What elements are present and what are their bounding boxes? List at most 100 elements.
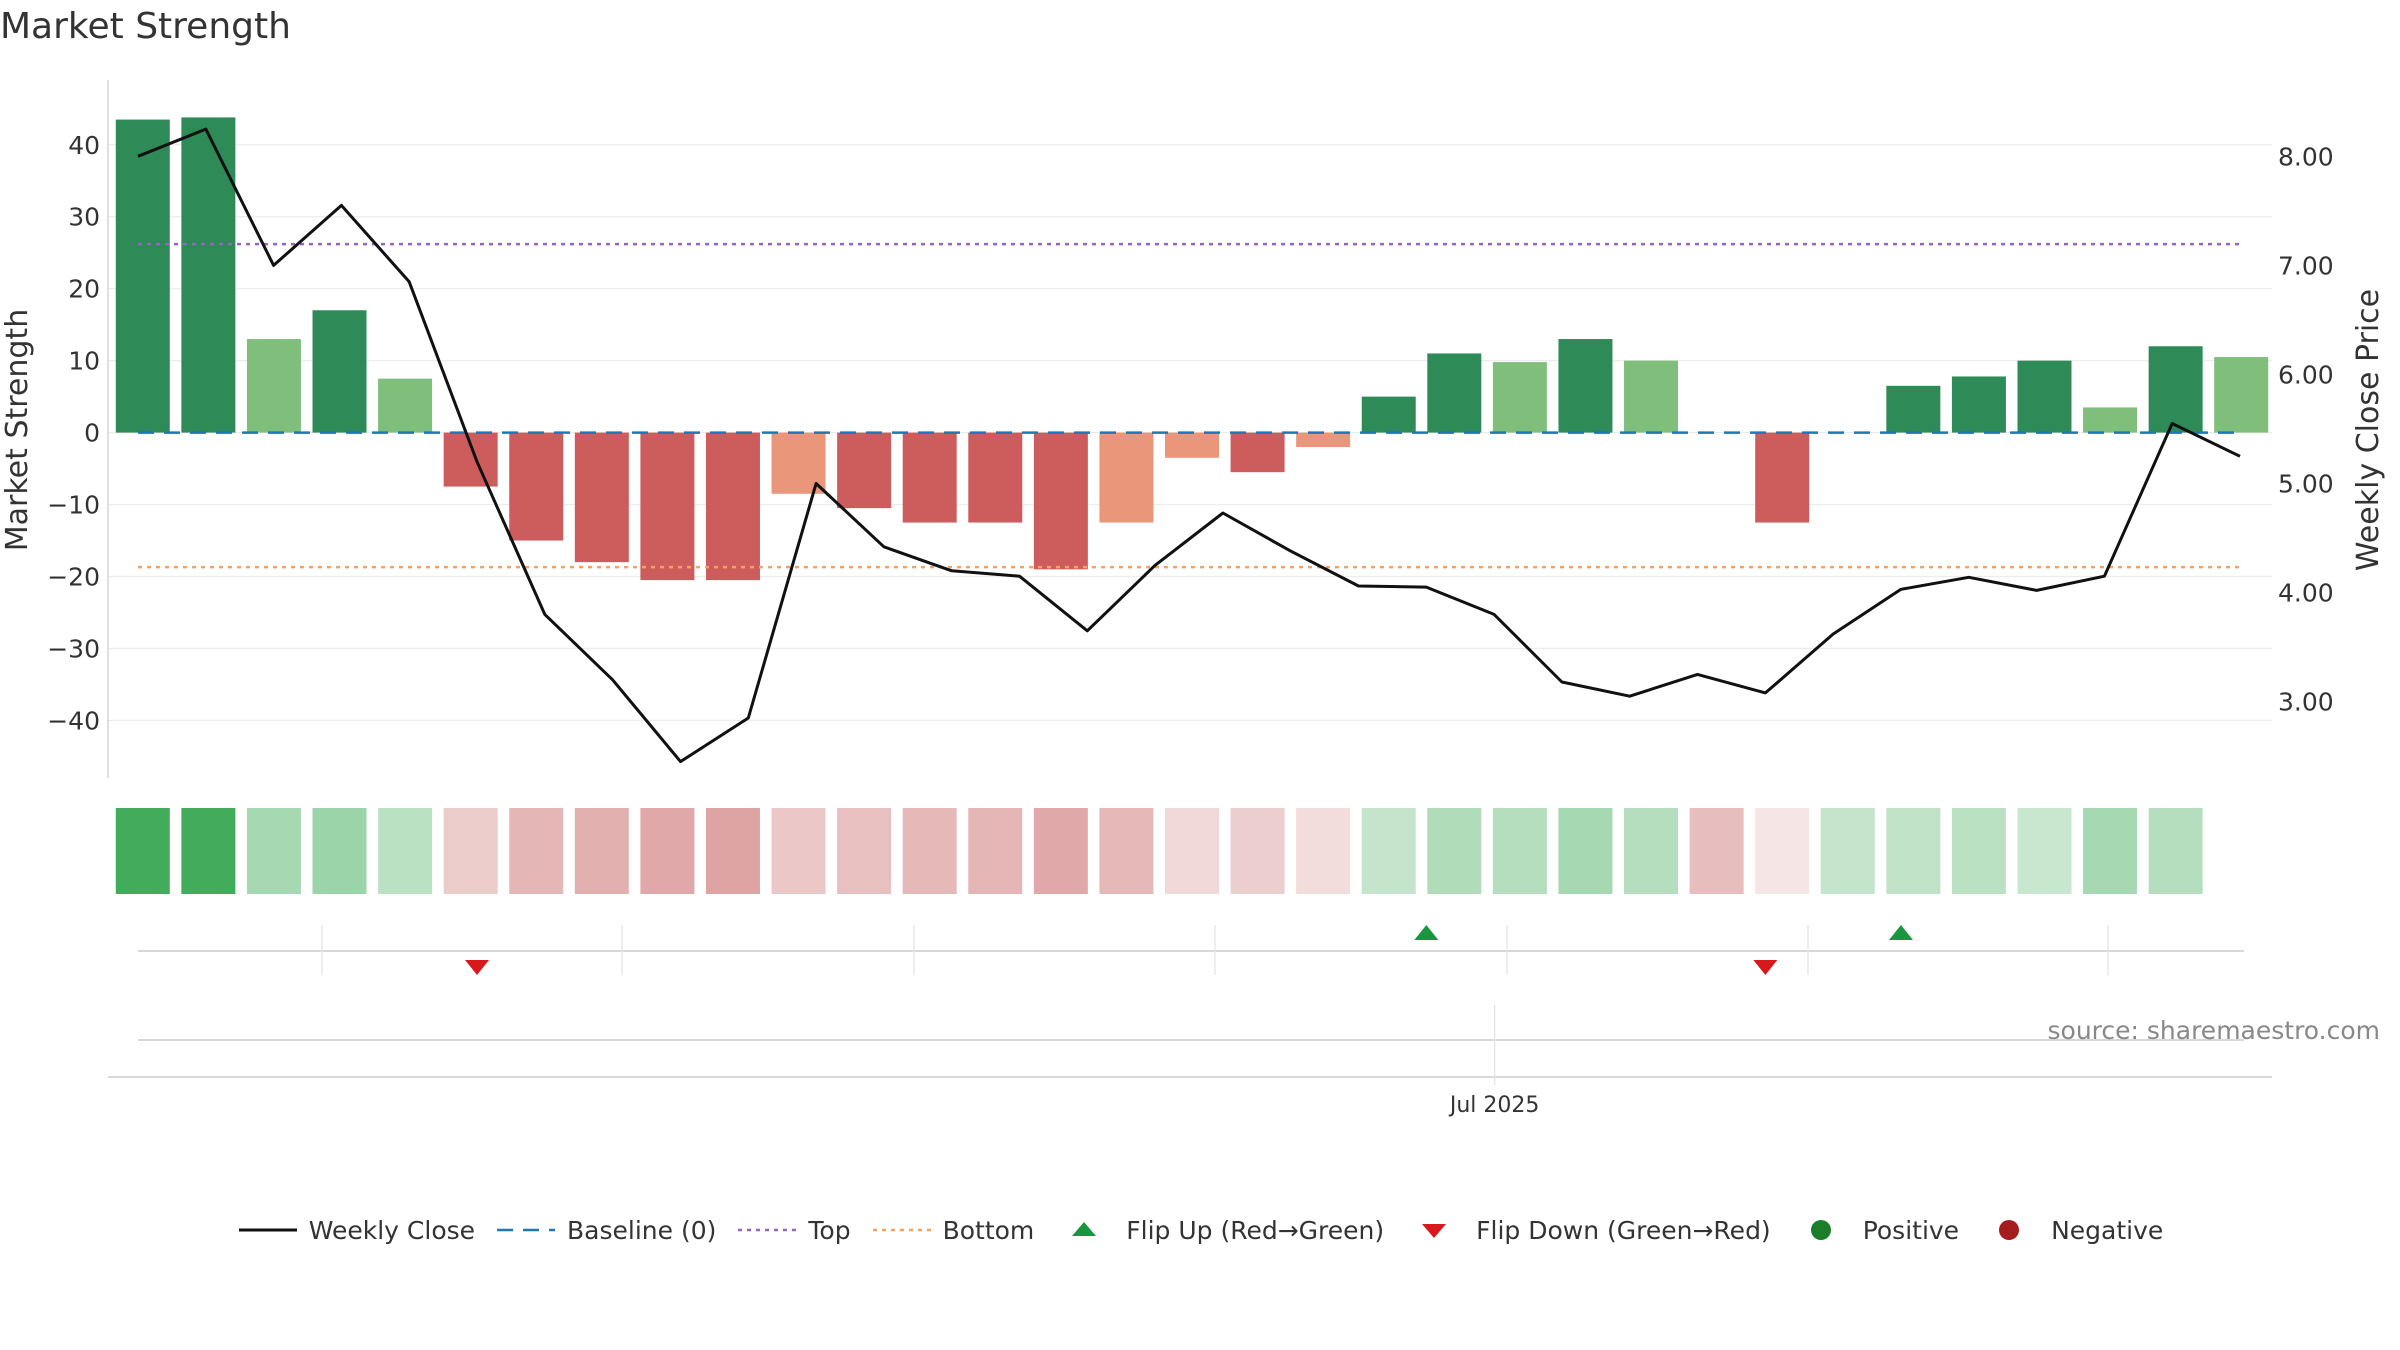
strength-bar [1033, 432, 1088, 570]
legend-symbol [1072, 1222, 1097, 1236]
heat-cell [1951, 808, 2006, 894]
strength-bar [378, 378, 433, 433]
heat-cell [246, 808, 301, 894]
y-tick-label: 40 [68, 131, 100, 160]
legend-symbol [1422, 1224, 1447, 1238]
chart-title: Market Strength [0, 6, 291, 47]
strength-bar [2017, 360, 2072, 433]
strength-bar [1886, 385, 1941, 433]
y2-tick-label: 7.00 [2278, 251, 2334, 280]
flip-down-marker [1753, 960, 1778, 975]
y-tick-label: −20 [47, 563, 100, 592]
heat-cell [574, 808, 629, 894]
legend-item-weekly-close: Weekly Close [237, 1216, 475, 1245]
y-tick-label: 20 [68, 275, 100, 304]
strength-bar [1165, 432, 1219, 458]
heat-cell [640, 808, 695, 894]
legend-item-top: Top [736, 1215, 851, 1245]
heat-cell [1558, 808, 1613, 894]
heat-cell [1624, 808, 1679, 894]
strength-bar [902, 432, 957, 523]
heat-cell [1820, 808, 1875, 894]
strength-bar [1755, 432, 1810, 523]
flip-up-marker [1414, 925, 1439, 940]
strength-bar [1558, 339, 1613, 433]
strength-bar [640, 432, 695, 581]
heat-cell [1427, 808, 1482, 894]
legend-item-negative: Negative [1979, 1216, 2163, 1245]
y2-axis-title: Weekly Close Price [2351, 289, 2386, 571]
heat-cell [2148, 808, 2203, 894]
heat-cell [1689, 808, 1744, 894]
legend-symbol [497, 1228, 556, 1232]
strength-bar [1492, 362, 1547, 433]
y2-tick-label: 6.00 [2278, 360, 2334, 389]
y2-tick-label: 3.00 [2278, 688, 2334, 717]
legend-label: Negative [2051, 1215, 2164, 1245]
y-tick-label: −40 [47, 706, 100, 735]
strength-bar [968, 432, 1023, 523]
y-tick-label: 0 [84, 419, 100, 448]
strength-bar [181, 117, 236, 433]
strength-bar [1296, 432, 1351, 447]
heat-cell [1033, 808, 1088, 894]
heat-cell [312, 808, 367, 894]
heat-cell [1492, 808, 1547, 894]
strength-bar [1427, 353, 1482, 433]
heat-cell [2083, 808, 2138, 894]
legend-symbol [238, 1228, 297, 1232]
heat-cell [771, 808, 826, 894]
strength-bar [574, 432, 629, 563]
strength-heat-strip [115, 808, 2203, 894]
strength-bar [837, 432, 892, 509]
y-tick-label: 10 [68, 347, 100, 376]
strength-bar [1230, 432, 1285, 473]
strength-bar [2083, 407, 2138, 433]
strength-bar [1361, 396, 1416, 433]
heat-cell [1165, 808, 1219, 894]
heat-cell [181, 808, 236, 894]
heat-cell [705, 808, 760, 894]
legend-label: Positive [1862, 1215, 1960, 1245]
heat-cell [1361, 808, 1416, 894]
strength-bar [1951, 376, 2006, 433]
legend-item-flip-down: Flip Down (Green→Red) [1404, 1216, 1771, 1245]
axes: 40 30 20 10 0 −10 −20 −30 −40 8.00 7.00 6.00 5.00 4.0… [0, 80, 2386, 778]
strength-bar [509, 432, 564, 541]
heat-cell [115, 808, 170, 894]
legend-symbol [872, 1228, 931, 1232]
weekly-close-line [137, 127, 2241, 764]
strength-bar [705, 432, 760, 581]
heat-cell [443, 808, 498, 894]
reference-lines [138, 242, 2240, 569]
legend-item-flip-up: Flip Up (Red→Green) [1054, 1216, 1384, 1245]
legend-symbol [738, 1228, 797, 1232]
strength-bar [1099, 432, 1154, 523]
heat-cell [1886, 808, 1941, 894]
y-tick-label: 30 [68, 203, 100, 232]
legend-item-baseline: Baseline (0) [495, 1216, 716, 1245]
flip-markers-panel [138, 925, 2244, 975]
heat-cell [509, 808, 564, 894]
legend-label: Bottom [942, 1215, 1035, 1245]
heat-cell [1755, 808, 1810, 894]
strength-bar [312, 310, 367, 433]
heat-cell [378, 808, 433, 894]
strength-bar [246, 339, 301, 433]
gridlines [108, 144, 2272, 722]
legend-symbol [1810, 1220, 1831, 1240]
heat-cell [2017, 808, 2072, 894]
legend-symbol [1999, 1220, 2020, 1240]
legend-item-positive: Positive [1791, 1216, 1959, 1245]
y-axis-title: Market Strength [0, 309, 35, 551]
heat-cell [1230, 808, 1285, 894]
strength-bar [2214, 357, 2269, 433]
heat-cell [1296, 808, 1351, 894]
heat-cell [1099, 808, 1154, 894]
legend-label: Baseline (0) [567, 1215, 717, 1245]
legend-label: Top [808, 1215, 851, 1245]
strength-bar [2148, 346, 2203, 433]
legend-label: Flip Up (Red→Green) [1126, 1215, 1385, 1245]
flip-up-marker [1888, 925, 1913, 940]
heat-cell [837, 808, 892, 894]
